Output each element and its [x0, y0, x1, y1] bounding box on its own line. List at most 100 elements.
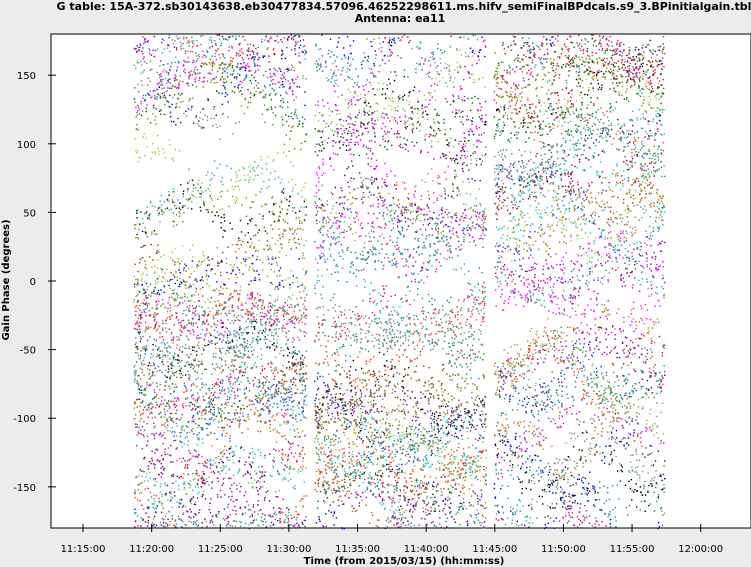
data-point	[386, 88, 388, 90]
data-point	[196, 350, 198, 352]
data-point	[302, 51, 304, 53]
data-point	[269, 420, 271, 422]
data-point	[262, 329, 264, 332]
data-point	[226, 432, 228, 435]
data-point	[354, 144, 356, 146]
data-point	[164, 526, 166, 528]
data-point	[266, 187, 268, 190]
data-point	[272, 415, 274, 417]
data-point	[266, 34, 268, 36]
data-point	[182, 513, 184, 515]
data-point	[187, 440, 190, 442]
data-point	[170, 400, 172, 403]
data-point	[247, 471, 249, 474]
data-point	[230, 376, 232, 378]
data-point	[150, 462, 152, 465]
data-point	[195, 523, 197, 526]
data-point	[190, 273, 192, 275]
data-point	[273, 213, 275, 216]
data-point	[399, 136, 401, 138]
data-point	[464, 140, 466, 142]
data-point	[217, 426, 220, 428]
data-point	[231, 525, 234, 527]
data-point	[184, 523, 186, 526]
data-point	[350, 133, 353, 135]
data-point	[304, 385, 306, 387]
data-point	[190, 366, 192, 368]
data-point	[200, 126, 202, 128]
data-point	[202, 477, 204, 479]
data-point	[228, 36, 230, 38]
data-point	[243, 338, 245, 340]
data-point	[145, 315, 147, 317]
data-point	[237, 300, 240, 302]
data-point	[135, 370, 137, 372]
data-point	[470, 128, 472, 130]
data-point	[460, 434, 463, 437]
data-point	[183, 382, 186, 384]
data-point	[146, 306, 149, 309]
data-point	[170, 492, 172, 494]
data-point	[272, 372, 274, 375]
data-point	[386, 173, 388, 175]
data-point	[294, 384, 297, 387]
data-point	[248, 69, 250, 72]
data-point	[232, 269, 234, 271]
data-point	[292, 275, 295, 277]
data-point	[222, 38, 225, 40]
data-point	[272, 258, 274, 260]
data-point	[152, 382, 154, 384]
data-point	[137, 374, 139, 377]
data-point	[229, 396, 231, 399]
data-point	[181, 506, 184, 508]
data-point	[218, 408, 220, 410]
data-point	[348, 130, 350, 132]
data-point	[169, 112, 171, 114]
data-point	[226, 349, 228, 352]
data-point	[145, 233, 147, 235]
data-point	[291, 126, 293, 129]
data-point	[153, 524, 155, 526]
data-point	[268, 381, 270, 383]
data-point	[179, 263, 181, 265]
data-point	[160, 79, 162, 81]
data-point	[285, 343, 287, 345]
data-point	[261, 318, 263, 320]
data-point	[295, 43, 297, 45]
data-point	[137, 129, 139, 131]
data-point	[216, 287, 218, 290]
data-point	[154, 324, 156, 326]
data-point	[200, 65, 202, 68]
data-point	[267, 394, 269, 396]
data-point	[271, 211, 273, 213]
data-point	[144, 260, 146, 262]
data-point	[187, 84, 190, 87]
data-point	[294, 229, 296, 232]
data-point	[203, 490, 205, 493]
data-point	[228, 378, 230, 380]
data-point	[141, 504, 143, 506]
data-point	[209, 341, 211, 344]
data-point	[186, 280, 188, 283]
data-point	[148, 214, 150, 216]
data-point	[188, 377, 190, 379]
data-point	[305, 315, 308, 317]
data-point	[173, 289, 176, 291]
data-point	[178, 477, 180, 479]
data-point	[304, 525, 306, 528]
data-point	[281, 385, 283, 387]
data-point	[437, 177, 439, 179]
data-point	[194, 486, 197, 488]
data-point	[226, 165, 228, 167]
data-point	[468, 134, 470, 136]
data-point	[169, 307, 172, 309]
data-point	[292, 409, 294, 412]
data-point	[294, 370, 296, 372]
data-point	[226, 456, 228, 459]
data-point	[235, 368, 237, 371]
data-point	[179, 372, 181, 375]
data-point	[164, 347, 166, 349]
data-point	[184, 300, 186, 302]
data-point	[151, 459, 153, 462]
data-point	[185, 493, 187, 496]
